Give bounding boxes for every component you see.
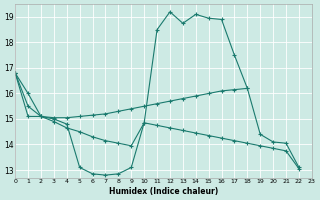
X-axis label: Humidex (Indice chaleur): Humidex (Indice chaleur) <box>109 187 218 196</box>
